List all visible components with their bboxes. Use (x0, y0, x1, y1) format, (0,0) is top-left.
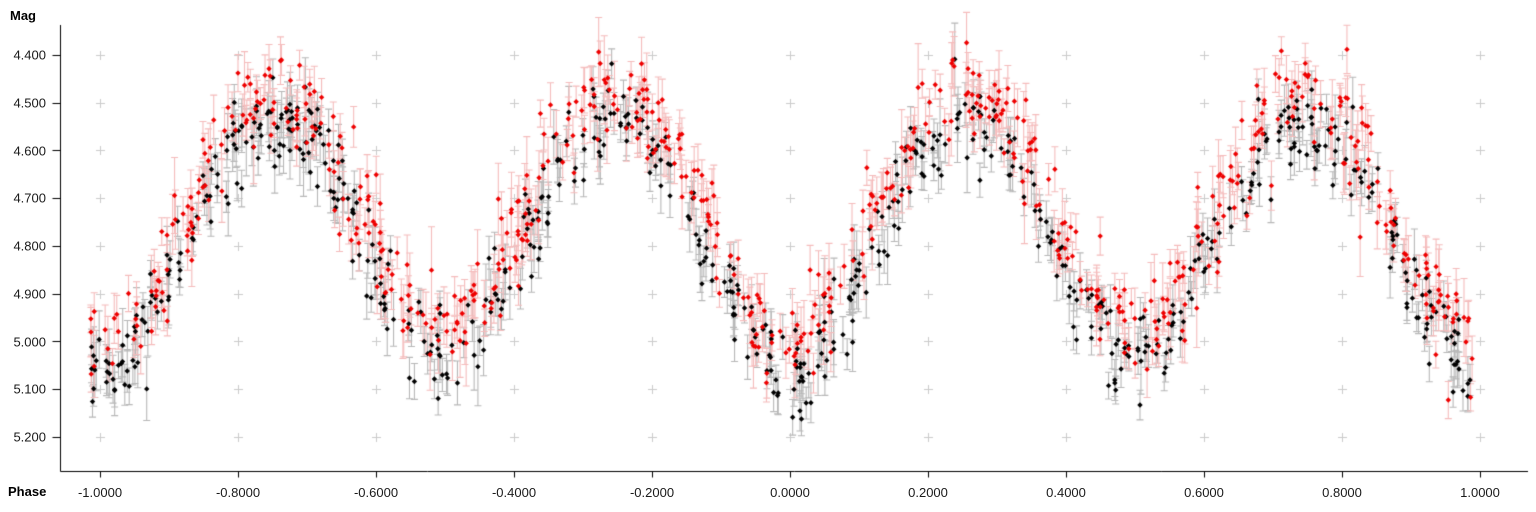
x-tick-label: 0.0000 (770, 485, 810, 500)
x-tick-label: -0.4000 (491, 485, 537, 500)
x-tick-label: -0.8000 (215, 485, 261, 500)
y-tick-label: 4.700 (13, 190, 46, 206)
x-tick-label: 1.0000 (1460, 485, 1500, 500)
y-tick-label: 4.600 (13, 143, 46, 158)
y-tick-label: 4.500 (13, 95, 46, 111)
x-tick-label: 0.2000 (908, 485, 948, 500)
y-tick-label: 5.000 (13, 334, 46, 349)
x-axis-title: Phase (8, 484, 47, 499)
x-tick-label: -1.0000 (77, 485, 123, 500)
y-tick-label: 5.200 (13, 429, 46, 445)
y-tick-label: 4.900 (13, 286, 46, 302)
x-tick-label: -0.2000 (629, 485, 675, 500)
x-tick-label: -0.6000 (353, 485, 399, 500)
y-tick-label: 4.800 (13, 238, 46, 254)
y-tick-label: 4.400 (13, 47, 46, 63)
x-tick-label: 0.8000 (1322, 485, 1362, 500)
x-tick-label: 0.4000 (1046, 485, 1086, 500)
x-tick-label: 0.6000 (1184, 485, 1224, 500)
y-tick-label: 5.100 (13, 381, 46, 397)
y-axis-title: Mag (10, 8, 36, 23)
